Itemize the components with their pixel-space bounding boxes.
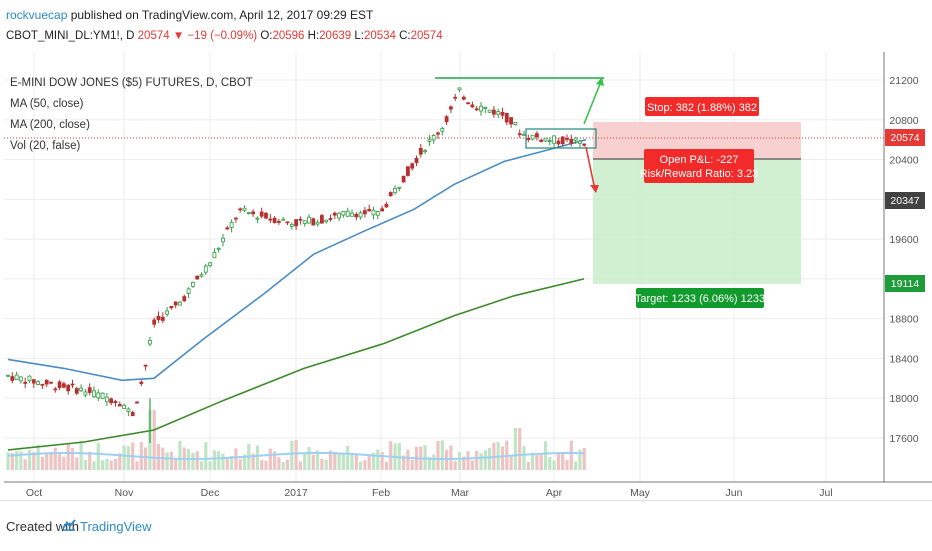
time-tick-5: Mar [451, 487, 470, 499]
published-text: published on TradingView.com, April 12, … [67, 8, 374, 22]
stop-label: Stop: 382 (1.88%) 382 [647, 102, 757, 114]
time-tick-6: Apr [546, 487, 563, 499]
down-arrow-icon: ▼ [172, 30, 185, 42]
consolidation-rectangle[interactable] [525, 128, 597, 149]
time-tick-1: Nov [115, 487, 134, 499]
symbol-label[interactable]: CBOT_MINI_DL:YM1!, D [6, 30, 135, 42]
legend-vol[interactable]: Vol (20, false) [10, 140, 80, 152]
ma200-line [7, 278, 585, 451]
price-change: −19 (−0.09%) [187, 30, 258, 42]
price-tick-6: 18800 [889, 314, 918, 326]
chart-legend: E-MINI DOW JONES ($5) FUTURES, D, CBOT M… [10, 77, 253, 152]
legend-title: E-MINI DOW JONES ($5) FUTURES, D, CBOT [10, 77, 253, 89]
tradingview-logo-icon [62, 519, 76, 531]
upside-arrow[interactable] [583, 78, 603, 125]
svg-text:20347: 20347 [890, 195, 919, 207]
open-value: 20596 [272, 30, 305, 42]
time-tick-4: Feb [372, 487, 390, 499]
last-price: 20574 [137, 30, 170, 42]
price-tick-4: 19600 [889, 234, 918, 246]
price-tick-9: 17600 [889, 433, 918, 445]
ma50-line [7, 138, 587, 382]
time-tick-9: Jul [819, 487, 832, 499]
target-label-box[interactable]: Target: 1233 (6.06%) 1233 [635, 288, 765, 308]
price-axis[interactable]: 2120020800204002000019600192001880018400… [889, 75, 918, 445]
legend-ma50[interactable]: MA (50, close) [10, 98, 84, 110]
price-tick-8: 18000 [889, 393, 918, 405]
price-badge-target: 19114 [885, 275, 925, 292]
price-tick-1: 20800 [889, 115, 918, 127]
price-tick-0: 21200 [889, 75, 918, 87]
publish-line: rockvuecap published on TradingView.com,… [6, 8, 373, 22]
time-axis[interactable]: Oct Nov Dec 2017 Feb Mar Apr May Jun Jul [26, 487, 833, 499]
target-label: Target: 1233 (6.06%) 1233 [635, 293, 765, 305]
price-chart[interactable]: Stop: 382 (1.88%) 382 Open P&L: -227 Ris… [4, 52, 932, 500]
low-label: L: [354, 30, 364, 42]
chart-header: rockvuecap published on TradingView.com,… [0, 0, 932, 52]
time-tick-3: 2017 [284, 487, 308, 499]
downside-arrowhead-icon [590, 185, 599, 193]
pnl-label-box[interactable]: Open P&L: -227 Risk/Reward Ratio: 3.23 [640, 149, 759, 183]
svg-text:20574: 20574 [890, 132, 919, 144]
low-value: 20534 [363, 30, 396, 42]
ohlc-line: CBOT_MINI_DL:YM1!, D 20574 ▼ −19 (−0.09%… [6, 30, 443, 42]
svg-text:19114: 19114 [891, 278, 920, 290]
high-value: 20639 [319, 30, 352, 42]
time-tick-2: Dec [201, 487, 220, 499]
legend-ma200[interactable]: MA (200, close) [10, 119, 90, 131]
created-with-text: Created with [6, 519, 79, 534]
open-label: O: [260, 30, 273, 42]
upside-arrowhead-icon [596, 77, 604, 86]
high-label: H: [307, 30, 320, 42]
price-tick-2: 20400 [889, 155, 918, 167]
time-tick-7: May [630, 487, 651, 499]
chart-area[interactable]: Stop: 382 (1.88%) 382 Open P&L: -227 Ris… [4, 52, 932, 500]
footer: Created with TradingView [0, 500, 932, 551]
candlesticks [6, 87, 587, 443]
stop-label-box[interactable]: Stop: 382 (1.88%) 382 [645, 97, 759, 116]
downside-arrow[interactable] [585, 146, 596, 191]
tradingview-brand-link[interactable]: TradingView [80, 519, 152, 534]
price-badge-last: 20574 [885, 129, 925, 146]
time-tick-8: Jun [726, 487, 743, 499]
pnl-label: Open P&L: -227 [660, 154, 739, 166]
volume-ma-line [7, 451, 585, 461]
price-tick-7: 18400 [889, 353, 918, 365]
close-value: 20574 [410, 30, 443, 42]
close-label: C: [399, 30, 411, 42]
risk-reward-label: Risk/Reward Ratio: 3.23 [640, 168, 759, 180]
grid-lines [4, 52, 884, 482]
author-link[interactable]: rockvuecap [6, 8, 68, 22]
time-tick-0: Oct [26, 487, 42, 499]
price-badge-entry: 20347 [885, 192, 925, 209]
